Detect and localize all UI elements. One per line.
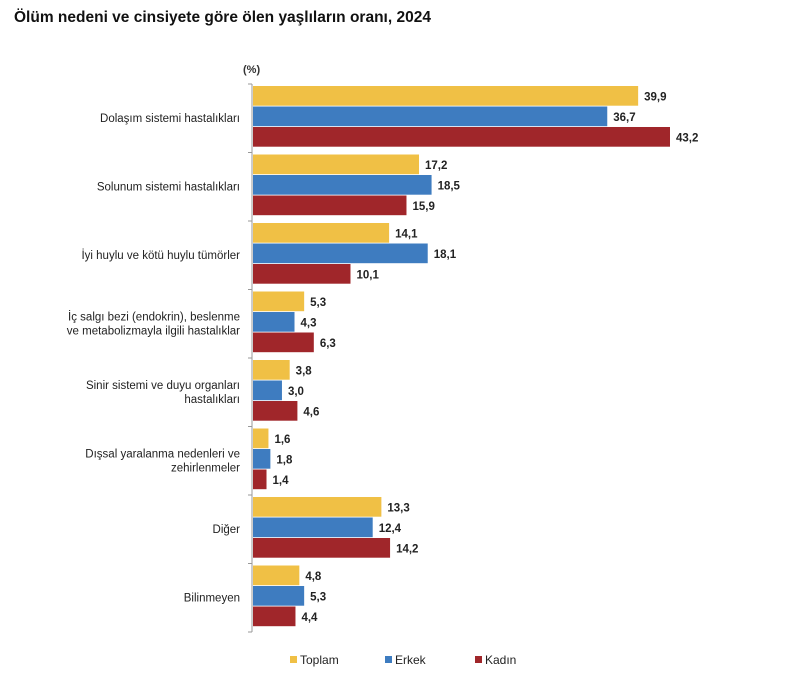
bar-kadın [253,195,407,216]
category-label: Dolaşım sistemi hastalıkları [100,113,240,125]
bar-toplam [253,497,382,517]
legend-label: Kadın [485,653,516,667]
bar-erkek [253,449,271,469]
legend-label: Erkek [395,653,427,667]
bar-kadın [253,401,298,421]
category-label-line: Dolaşım sistemi hastalıkları [100,113,240,125]
bar-erkek [253,175,432,195]
data-label: 10,1 [356,269,379,281]
data-label: 1,8 [276,454,293,466]
legend-swatch-erkek [385,656,392,663]
data-label: 1,6 [274,434,290,446]
bar-kadın [253,127,670,147]
category-label: Diğer [213,524,241,536]
unit-label: (%) [243,64,260,76]
bar-erkek [253,106,608,127]
category-label-line: hastalıkları [184,394,240,406]
category-label-line: Diğer [213,524,241,536]
bar-toplam [253,565,300,586]
category-label-line: zehirlenmeler [171,462,240,474]
data-label: 17,2 [425,160,447,172]
legend-swatch-toplam [290,656,297,663]
bar-erkek [253,517,373,538]
category-label: Sinir sistemi ve duyu organları hastalıkl… [86,380,240,406]
bar-toplam [253,291,305,312]
data-label: 14,2 [396,543,418,555]
data-label: 3,0 [288,386,304,398]
data-label: 14,1 [395,228,418,240]
category-label-line: İç salgı bezi (endokrin), beslenme [68,310,240,323]
data-label: 36,7 [613,112,635,124]
chart-title: Ölüm nedeni ve cinsiyete göre ölen yaşlı… [14,9,431,26]
category-label-line: ve metabolizmayla ilgili hastalıklar [67,325,240,337]
data-label: 4,3 [301,317,317,329]
bar-erkek [253,312,295,332]
bar-erkek [253,380,282,401]
data-label: 12,4 [379,523,402,535]
category-label: Dışsal yaralanma nedenleri ve zehirlenmel… [85,448,240,474]
data-label: 5,3 [310,591,326,603]
data-label: 6,3 [320,338,336,350]
legend-swatch-kadın [475,656,482,663]
bar-toplam [253,154,420,175]
data-label: 39,9 [644,91,666,103]
bar-toplam [253,360,290,380]
bar-kadın [253,264,351,284]
legend-label: Toplam [300,653,339,667]
data-label: 13,3 [387,502,409,514]
bar-toplam [253,428,269,449]
data-label: 4,4 [301,612,318,624]
category-label: Bilinmeyen [184,592,240,604]
data-label: 18,1 [434,249,457,261]
category-label-line: Dışsal yaralanma nedenleri ve [85,448,240,460]
category-label: Solunum sistemi hastalıkları [97,181,240,193]
data-label: 4,8 [305,571,322,583]
bar-kadın [253,606,296,627]
data-label: 5,3 [310,297,326,309]
data-label: 15,9 [412,201,434,213]
category-label-line: İyi huylu ve kötü huylu tümörler [81,249,240,262]
data-label: 4,6 [303,406,319,418]
bar-erkek [253,243,428,264]
data-label: 43,2 [676,132,698,144]
category-label: İç salgı bezi (endokrin), beslenme ve met… [67,310,240,337]
category-label-line: Solunum sistemi hastalıkları [97,181,240,193]
bar-erkek [253,586,305,606]
bar-toplam [253,223,390,243]
bar-kadın [253,469,267,490]
category-label: İyi huylu ve kötü huylu tümörler [81,249,240,262]
category-label-line: Sinir sistemi ve duyu organları [86,380,240,392]
bar-toplam [253,86,639,106]
bar-kadın [253,538,391,558]
bar-kadın [253,332,314,353]
category-label-line: Bilinmeyen [184,592,240,604]
data-label: 18,5 [438,180,461,192]
data-label: 1,4 [273,475,290,487]
data-label: 3,8 [296,365,313,377]
